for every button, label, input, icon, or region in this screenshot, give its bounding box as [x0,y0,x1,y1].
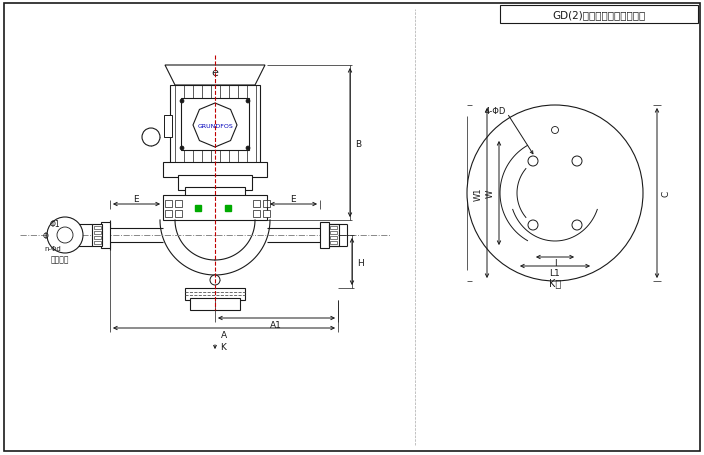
Bar [101,222,110,248]
Bar [185,187,245,197]
Bar [330,242,337,244]
Text: l: l [553,259,556,268]
Text: A: A [221,330,227,339]
Bar [330,227,337,229]
Bar [94,227,101,229]
Bar [541,123,569,139]
Circle shape [551,127,558,134]
Circle shape [47,217,83,253]
Text: E: E [290,194,296,203]
Text: Φ: Φ [43,231,49,240]
Circle shape [467,106,643,281]
Text: K向: K向 [549,278,561,288]
Bar [253,211,260,217]
Bar [94,232,101,234]
Text: 4-ΦD: 4-ΦD [484,106,505,115]
Bar [94,242,101,244]
Circle shape [528,157,538,167]
Bar [170,86,260,166]
Bar [263,211,270,217]
Text: e: e [212,68,218,78]
Circle shape [528,221,538,231]
Text: E: E [133,194,139,203]
Polygon shape [165,66,265,86]
Polygon shape [613,176,633,212]
Text: A1: A1 [270,320,282,329]
Bar [175,201,182,207]
Bar [253,201,260,207]
Text: B: B [355,139,361,148]
Bar [190,298,240,310]
Text: Φ1: Φ1 [50,219,61,228]
Polygon shape [193,104,237,148]
Text: GRUNDFOS: GRUNDFOS [197,123,233,128]
Bar [178,176,252,191]
Bar [329,224,339,247]
Bar [330,232,337,234]
Circle shape [180,147,184,151]
Circle shape [180,100,184,104]
Bar [320,222,329,248]
Circle shape [572,157,582,167]
Bar [163,162,267,177]
Circle shape [246,147,250,151]
Text: W: W [486,189,494,197]
Bar [593,184,613,203]
Text: C: C [662,191,670,197]
Circle shape [572,221,582,231]
Circle shape [57,228,73,243]
Bar [181,99,249,151]
Text: 法兰尺寸: 法兰尺寸 [51,255,69,264]
Text: GD(2)系列管道泵外形安装图: GD(2)系列管道泵外形安装图 [553,10,646,20]
Bar [92,224,102,247]
Bar [185,288,245,300]
Bar [163,196,267,221]
Text: H: H [357,258,363,267]
Bar [164,116,172,138]
Bar [263,201,270,207]
Bar [94,237,101,239]
Text: n-Φd: n-Φd [44,245,61,252]
Bar [165,201,172,207]
Circle shape [142,129,160,147]
Bar [517,139,593,248]
Bar [500,6,698,24]
Bar [330,237,337,239]
Circle shape [246,100,250,104]
Bar [165,211,172,217]
Text: K: K [220,343,226,352]
Text: L1: L1 [550,268,560,277]
Text: W1: W1 [474,187,482,200]
Circle shape [210,275,220,285]
Bar [175,211,182,217]
